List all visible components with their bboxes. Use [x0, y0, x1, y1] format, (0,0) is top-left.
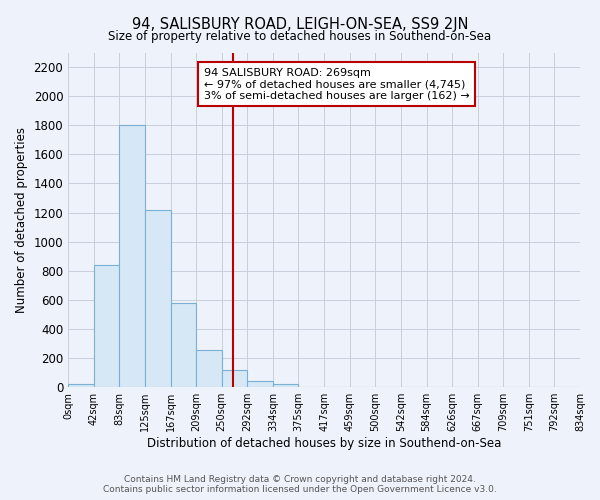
- Y-axis label: Number of detached properties: Number of detached properties: [15, 127, 28, 313]
- Text: 94, SALISBURY ROAD, LEIGH-ON-SEA, SS9 2JN: 94, SALISBURY ROAD, LEIGH-ON-SEA, SS9 2J…: [132, 18, 468, 32]
- Bar: [196, 350, 221, 387]
- Bar: [94, 265, 119, 387]
- X-axis label: Distribution of detached houses by size in Southend-on-Sea: Distribution of detached houses by size …: [147, 437, 501, 450]
- Text: Contains HM Land Registry data © Crown copyright and database right 2024.
Contai: Contains HM Land Registry data © Crown c…: [103, 474, 497, 494]
- Text: Size of property relative to detached houses in Southend-on-Sea: Size of property relative to detached ho…: [109, 30, 491, 43]
- Bar: [170, 303, 196, 387]
- Bar: [119, 126, 145, 387]
- Bar: [68, 384, 94, 387]
- Bar: [221, 370, 247, 387]
- Bar: [273, 384, 298, 387]
- Bar: [145, 210, 170, 387]
- Text: 94 SALISBURY ROAD: 269sqm
← 97% of detached houses are smaller (4,745)
3% of sem: 94 SALISBURY ROAD: 269sqm ← 97% of detac…: [204, 68, 470, 101]
- Bar: [247, 380, 273, 387]
